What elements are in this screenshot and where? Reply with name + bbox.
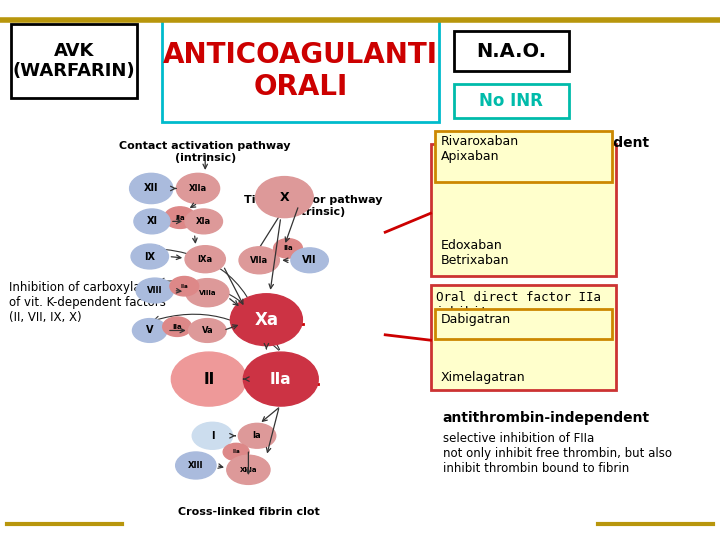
Text: ANTICOAGULANTI
ORALI: ANTICOAGULANTI ORALI: [163, 40, 438, 101]
Text: Va: Va: [202, 326, 213, 335]
Ellipse shape: [170, 276, 199, 296]
Text: IIa: IIa: [172, 323, 182, 330]
Text: Oral direct factor IIa
inhibitors:: Oral direct factor IIa inhibitors:: [436, 291, 601, 319]
Text: XIIIa: XIIIa: [240, 467, 257, 473]
Text: No INR: No INR: [480, 92, 543, 110]
FancyBboxPatch shape: [435, 309, 612, 339]
Text: VIII: VIII: [147, 286, 163, 295]
Text: IXa: IXa: [197, 255, 213, 264]
Text: IIa: IIa: [270, 372, 292, 387]
Text: selective inhibition of FIIa
not only inhibit free thrombin, but also
inhibit th: selective inhibition of FIIa not only in…: [443, 432, 672, 475]
Ellipse shape: [223, 443, 249, 461]
Text: X: X: [279, 191, 289, 204]
Ellipse shape: [256, 177, 313, 218]
Text: Edoxaban
Betrixaban: Edoxaban Betrixaban: [441, 239, 509, 267]
Ellipse shape: [130, 173, 173, 204]
Ellipse shape: [291, 248, 328, 273]
Text: AVK
(WARFARIN): AVK (WARFARIN): [12, 42, 135, 80]
Text: XII: XII: [144, 184, 158, 193]
Ellipse shape: [163, 317, 192, 336]
Text: Dabigatran: Dabigatran: [441, 313, 510, 326]
Ellipse shape: [192, 422, 233, 449]
Ellipse shape: [164, 207, 196, 228]
FancyBboxPatch shape: [431, 285, 616, 390]
FancyBboxPatch shape: [431, 144, 616, 276]
Ellipse shape: [274, 239, 302, 258]
Ellipse shape: [134, 209, 170, 234]
Text: IIa: IIa: [283, 245, 293, 252]
Text: antithrombin-independent: antithrombin-independent: [443, 136, 650, 150]
Ellipse shape: [176, 452, 216, 479]
Text: I: I: [211, 431, 214, 441]
Text: Oral direct factor Xa
inhibitors:: Oral direct factor Xa inhibitors:: [436, 151, 594, 179]
Ellipse shape: [239, 247, 279, 274]
Ellipse shape: [243, 352, 318, 406]
Text: VIIa: VIIa: [250, 256, 269, 265]
FancyBboxPatch shape: [454, 31, 569, 71]
Text: IX: IX: [144, 252, 156, 261]
Text: Rivaroxaban
Apixaban: Rivaroxaban Apixaban: [441, 135, 519, 163]
Text: Xa: Xa: [254, 310, 279, 329]
Text: IIa: IIa: [181, 284, 188, 289]
Ellipse shape: [185, 209, 222, 234]
Text: Contact activation pathway
(intrinsic): Contact activation pathway (intrinsic): [120, 141, 291, 163]
Ellipse shape: [189, 319, 226, 342]
Ellipse shape: [227, 455, 270, 484]
Text: XIII: XIII: [188, 461, 204, 470]
Ellipse shape: [132, 319, 167, 342]
Text: IIa: IIa: [175, 214, 185, 221]
Text: Ia: Ia: [253, 431, 261, 440]
Ellipse shape: [238, 423, 276, 448]
Text: Inhibition of carboxylation
of vit. K-dependent factors
(II, VII, IX, X): Inhibition of carboxylation of vit. K-de…: [9, 281, 166, 324]
Text: VII: VII: [302, 255, 317, 265]
FancyBboxPatch shape: [435, 131, 612, 182]
Text: Tissue factor pathway
(extrinsic): Tissue factor pathway (extrinsic): [244, 195, 382, 217]
Ellipse shape: [136, 278, 174, 303]
Text: Ximelagatran: Ximelagatran: [441, 371, 526, 384]
FancyBboxPatch shape: [454, 84, 569, 118]
Text: XIIa: XIIa: [189, 184, 207, 193]
Ellipse shape: [176, 173, 220, 204]
Text: XIa: XIa: [196, 217, 212, 226]
Text: II: II: [203, 372, 215, 387]
Ellipse shape: [230, 294, 302, 346]
Ellipse shape: [171, 352, 246, 406]
Ellipse shape: [186, 279, 229, 307]
Text: selective inhibition of FXa: selective inhibition of FXa: [443, 159, 604, 172]
FancyBboxPatch shape: [162, 20, 439, 122]
Ellipse shape: [185, 246, 225, 273]
Text: V: V: [146, 326, 153, 335]
Ellipse shape: [131, 244, 168, 269]
Text: N.A.O.: N.A.O.: [476, 42, 546, 60]
Text: IIa: IIa: [233, 449, 240, 455]
Text: XI: XI: [146, 217, 158, 226]
Text: Cross-linked fibrin clot: Cross-linked fibrin clot: [178, 507, 319, 517]
Text: Oral direct factor Xa
inhibitors:: Oral direct factor Xa inhibitors:: [436, 151, 564, 179]
Text: antithrombin-independent: antithrombin-independent: [443, 411, 650, 426]
FancyBboxPatch shape: [11, 24, 137, 98]
Text: VIIIa: VIIIa: [199, 289, 216, 296]
